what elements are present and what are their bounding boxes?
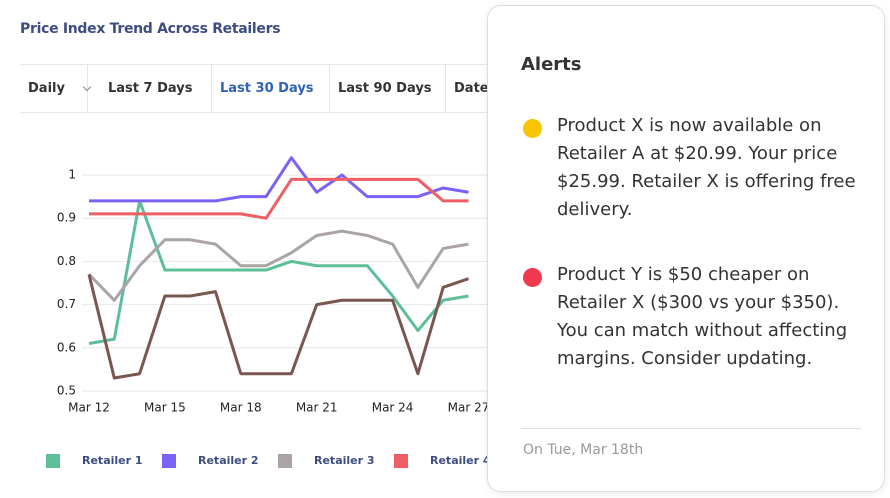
tab[interactable]: Daily	[8, 65, 88, 112]
alert-item: Product X is now available on Retailer A…	[521, 112, 861, 224]
y-tick-label: 0.8	[57, 254, 76, 268]
tab[interactable]: Last 30 Days	[212, 65, 330, 112]
tab-bar: Daily Last 7 Days Last 30 Days Last 90 Days…	[20, 64, 546, 113]
legend-label: Retailer 1	[82, 454, 143, 467]
alert-dot	[523, 268, 542, 287]
line-series	[87, 274, 469, 380]
legend-label: Retailer 2	[198, 454, 259, 467]
alert-dot	[523, 119, 542, 138]
x-tick-label: Mar 18	[220, 401, 262, 415]
x-tick-label: Mar 24	[372, 401, 414, 415]
line-series	[88, 199, 469, 345]
divider	[521, 428, 861, 429]
x-tick-label: Mar 21	[296, 401, 338, 415]
tab[interactable]: Last 90 Days	[330, 65, 446, 112]
chart-title: Price Index Trend Across Retailers	[20, 21, 281, 37]
tab[interactable]: Last 7 Days	[100, 65, 212, 112]
line-series	[89, 156, 469, 203]
x-tick-label: Mar 27	[448, 401, 487, 415]
x-tick-label: Mar 12	[68, 401, 110, 415]
legend-swatch	[46, 454, 60, 468]
legend-swatch	[394, 454, 408, 468]
line-series	[87, 229, 469, 302]
alerts-title: Alerts	[521, 54, 582, 75]
legend-swatch	[162, 454, 176, 468]
legend-label: Retailer 4	[430, 454, 487, 467]
x-tick-label: Mar 15	[144, 401, 186, 415]
alert-text: Product Y is $50 cheaper on Retailer X (…	[557, 264, 848, 369]
y-tick-label: 0.9	[57, 211, 76, 225]
line-series	[89, 177, 469, 220]
y-tick-label: 0.7	[57, 297, 76, 311]
alert-item: Product Y is $50 cheaper on Retailer X (…	[521, 261, 861, 373]
alerts-panel: Alerts On Tue, Mar 18th Product X is now…	[487, 5, 885, 492]
legend-label: Retailer 3	[314, 454, 375, 467]
alerts-date: On Tue, Mar 18th	[523, 442, 644, 458]
y-tick-label: 0.6	[57, 340, 76, 354]
chart: 0.5 0.6 0.7 0.8 0.9 1 Mar 12 Mar 15 Mar 18 Mar 21…	[46, 156, 487, 468]
y-tick-label: 1	[68, 168, 76, 182]
y-tick-label: 0.5	[57, 384, 76, 398]
alert-text: Product X is now available on Retailer A…	[557, 115, 856, 220]
legend-swatch	[278, 454, 292, 468]
